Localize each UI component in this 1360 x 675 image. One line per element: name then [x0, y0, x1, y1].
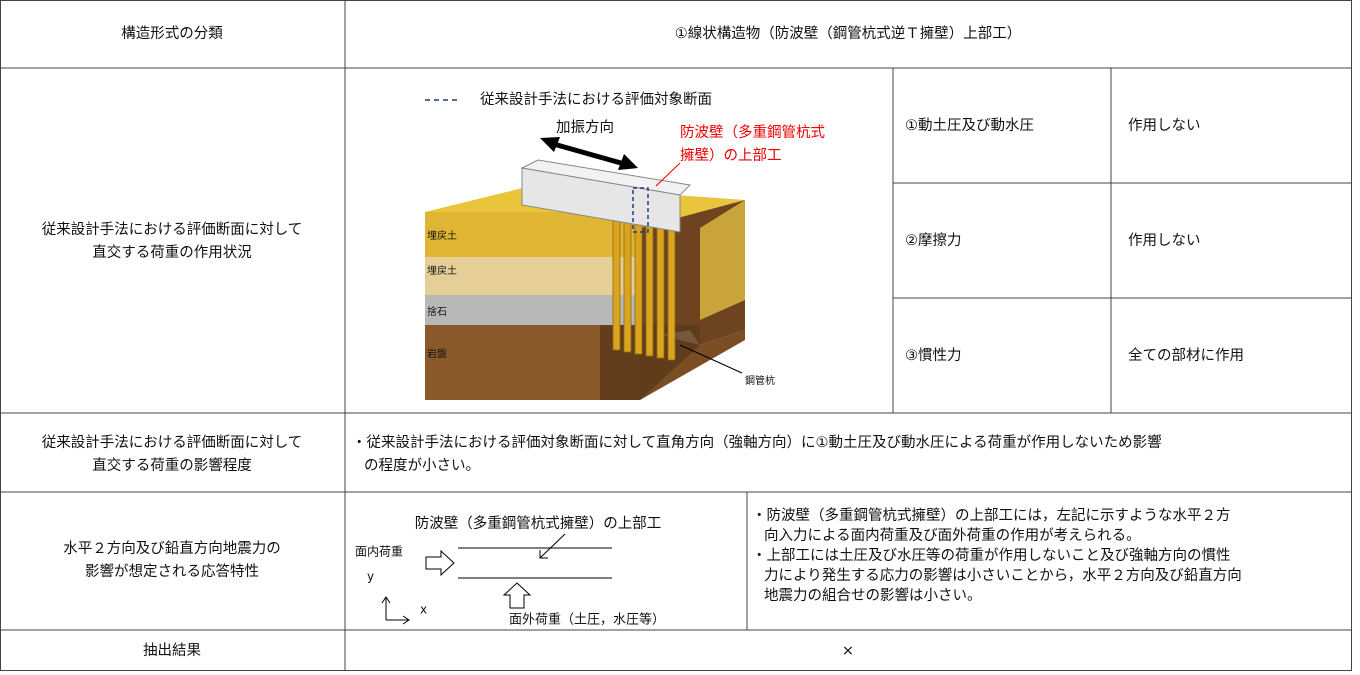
layer-label: 埋戻土: [427, 264, 457, 277]
structure-figure: 従来設計手法における評価対象断面 加振方向 防波壁（多重鋼管杭式 擁壁）の上部工…: [425, 91, 825, 400]
row-text: ×: [842, 643, 854, 659]
item-value: 作用しない: [1128, 117, 1201, 134]
row-text: ・防波壁（多重鋼管杭式擁壁）の上部工には，左記に示すような水平２方: [752, 507, 1231, 524]
item-name: ①動土圧及び動水圧: [905, 117, 1034, 134]
diagram-title: 防波壁（多重鋼管杭式擁壁）の上部工: [415, 515, 662, 532]
layer-label: 埋戻土: [427, 229, 457, 242]
item-name: ②摩擦力: [905, 231, 962, 249]
target-label: 防波壁（多重鋼管杭式: [680, 124, 825, 141]
item-name: ③慣性力: [905, 346, 962, 364]
item-value: 全ての部材に作用: [1128, 346, 1244, 364]
row-label: 直交する荷重の影響程度: [92, 456, 252, 474]
row-text: 向入力による面内荷重及び面外荷重の作用が考えられる。: [764, 527, 1141, 544]
target-label: 擁壁）の上部工: [680, 147, 782, 164]
row-text: ・上部工には土圧及び水圧等の荷重が作用しないこと及び強軸方向の慣性: [752, 546, 1231, 564]
row-label: 従来設計手法における評価断面に対して: [42, 221, 303, 238]
direction-label: 加振方向: [556, 119, 614, 136]
legend-text: 従来設計手法における評価対象断面: [480, 91, 712, 108]
layer-label: 岩盤: [427, 347, 447, 360]
pile-label: 鋼管杭: [745, 374, 775, 387]
row-label: 水平２方向及び鉛直方向地震力の: [63, 540, 281, 557]
row-label: 従来設計手法における評価断面に対して: [42, 434, 303, 451]
y-label: y: [367, 570, 374, 584]
item-value: 作用しない: [1128, 232, 1201, 249]
row-text: 地震力の組合せの影響は小さい。: [764, 586, 982, 604]
row-label: 抽出結果: [143, 642, 201, 659]
row-label: 影響が想定される応答特性: [85, 562, 259, 580]
in-plane-label: 面内荷重: [355, 545, 403, 559]
row-text: ・従来設計手法における評価対象断面に対して直角方向（強軸方向）に①動土圧及び動水…: [352, 433, 1162, 451]
row-label: 直交する荷重の作用状況: [92, 243, 252, 261]
out-of-plane-label: 面外荷重（土圧，水圧等）: [509, 612, 665, 628]
header-cell: ①線状構造物（防波壁（鋼管杭式逆Ｔ擁壁）上部工）: [675, 25, 1022, 42]
row-text: 力により発生する応力の影響は小さいことから，水平２方向及び鉛直方向: [764, 566, 1242, 584]
layer-label: 捨石: [427, 305, 447, 318]
load-diagram: 防波壁（多重鋼管杭式擁壁）の上部工 面内荷重 y x 面外荷重（土圧，水圧等）: [355, 515, 665, 628]
x-label: x: [420, 603, 427, 617]
row-text: の程度が小さい。: [364, 457, 480, 474]
header-cell: 構造形式の分類: [121, 25, 223, 42]
